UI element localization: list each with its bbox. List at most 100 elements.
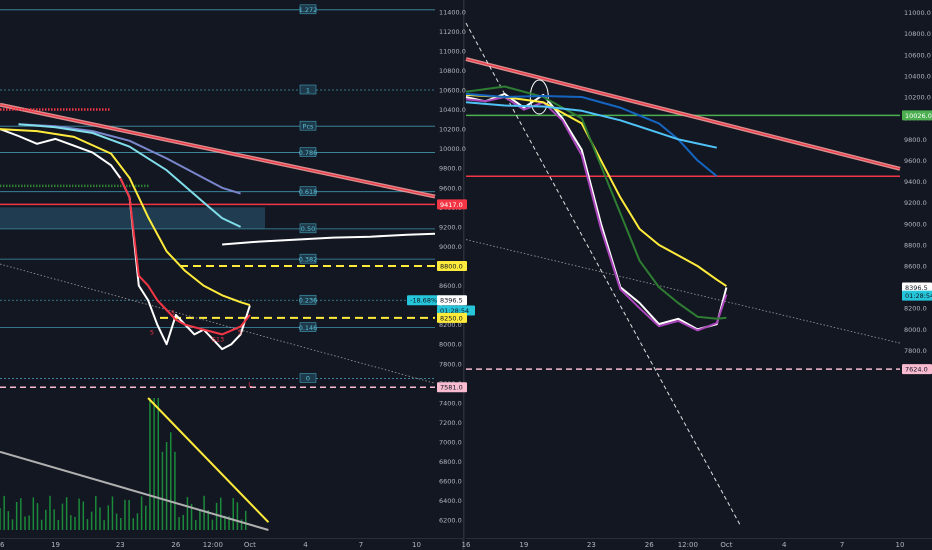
fib-level-label: 0.618 xyxy=(299,188,318,196)
volume-grey-trendline xyxy=(0,450,269,531)
panel-left-y-tick-label: 6600.0 xyxy=(439,478,462,486)
price-tag xyxy=(902,110,932,121)
panel-right-x-tick-label: 10 xyxy=(896,541,905,549)
panel-left-x-tick-label: 7 xyxy=(359,541,363,549)
fib-level-box xyxy=(299,253,317,264)
panel-left-x-tick-label: 26 xyxy=(171,541,180,549)
panel-left-x-tick-label: 23 xyxy=(116,541,125,549)
panel-right-y-tick-label: 7800.0 xyxy=(904,347,927,355)
panel-left-x-tick-label: 4 xyxy=(303,541,308,549)
panel-left-y-tick-label: 6200.0 xyxy=(439,517,462,525)
fib-level-label: 0.50 xyxy=(301,225,315,233)
price-tag xyxy=(437,261,467,271)
panel-left-y-tick-label: 7400.0 xyxy=(439,399,462,407)
panel-right-y-tick-label: 8800.0 xyxy=(904,241,927,249)
fib-level-box xyxy=(299,186,317,196)
panel-right-y-tick-label: 9200.0 xyxy=(904,199,927,207)
fib-level-box xyxy=(299,4,317,15)
fib-level-label: 0 xyxy=(306,375,310,383)
series-line xyxy=(222,232,436,246)
panel-left-y-tick-label: 9000.0 xyxy=(439,243,462,251)
panel-right-x-tick-label: 12:00 xyxy=(678,541,698,549)
volume-bars xyxy=(0,398,247,530)
price-tag-label: 8396.5 xyxy=(440,297,463,305)
panel-left-y-tick-label: 10600.0 xyxy=(439,87,466,95)
panel-right-y-tick-label: 10400.0 xyxy=(904,72,931,80)
series-line xyxy=(119,177,251,336)
panel-left-y-tick-label: 10000.0 xyxy=(439,145,466,153)
panel-left-y-tick-label: 7800.0 xyxy=(439,360,462,368)
panel-left-y-tick-label: 7000.0 xyxy=(439,439,462,447)
fib-level-label: 0.146 xyxy=(299,324,318,332)
price-tag xyxy=(437,312,467,323)
series-line xyxy=(0,128,251,307)
fib-level-box xyxy=(299,147,317,157)
panel-left-y-tick-label: 8200.0 xyxy=(439,321,462,329)
panel-right-y-tick-label: 11000.0 xyxy=(904,9,931,17)
panel-right-x-tick-label: 16 xyxy=(462,541,471,549)
panel-left-y-tick-label: 6400.0 xyxy=(439,497,462,505)
price-tag-label: 9417.0 xyxy=(440,201,463,209)
panel-right-y-tick-label: 9800.0 xyxy=(904,136,927,144)
panel-left-y-tick-label: 8600.0 xyxy=(439,282,462,290)
candle-label: 5 xyxy=(171,309,175,317)
series-line xyxy=(0,128,251,351)
panel-left-y-tick-label: 10800.0 xyxy=(439,67,466,75)
volume-trendline xyxy=(147,397,270,523)
downtrend-line-core xyxy=(465,58,901,170)
series-line xyxy=(465,93,727,287)
panel-right-x-tick-label: 7 xyxy=(840,541,844,549)
panel-left-y-tick-label: 11000.0 xyxy=(439,47,466,55)
series-line xyxy=(18,123,241,195)
fib-level-box xyxy=(299,322,317,332)
candle-label: 5 xyxy=(150,328,154,336)
panel-left-y-tick-label: 11200.0 xyxy=(439,28,466,36)
panel-left-y-tick-label: 6800.0 xyxy=(439,458,462,466)
price-tag xyxy=(902,290,932,301)
fib-level-label: 0.382 xyxy=(299,255,318,263)
fib-level-label: 1 xyxy=(306,86,310,94)
price-tag-label: 7624.0 xyxy=(905,366,928,374)
price-tag-label: 01:28:54 xyxy=(440,307,469,315)
price-tag-label: 01:28:54 xyxy=(905,292,932,300)
panel-right-y-axis-area xyxy=(902,0,932,538)
series-line xyxy=(18,123,242,228)
price-tag xyxy=(437,199,467,210)
panel-right-y-tick-label: 10600.0 xyxy=(904,51,931,59)
panel-right-x-tick-label: 23 xyxy=(587,541,596,549)
panel-left-x-tick-label: 16 xyxy=(0,541,5,549)
panel-right-y-tick-label: 10800.0 xyxy=(904,30,931,38)
fib-level-box xyxy=(299,84,317,95)
series-line xyxy=(465,96,728,332)
panel-left-y-tick-label: 10200.0 xyxy=(439,126,466,134)
panel-right-y-tick-label: 9600.0 xyxy=(904,157,927,165)
panel-left-y-tick-label: 9600.0 xyxy=(439,184,462,192)
price-tag xyxy=(437,295,467,306)
panel-right-y-tick-label: 10200.0 xyxy=(904,94,931,102)
panel-left-y-tick-label: 8000.0 xyxy=(439,341,462,349)
panel-left-x-tick-label: Oct xyxy=(244,541,256,549)
panel-right-x-tick-label: 19 xyxy=(519,541,528,549)
price-tag xyxy=(902,364,932,375)
panel-right-y-tick-label: 8600.0 xyxy=(904,263,927,271)
fib-level-box xyxy=(299,294,317,305)
candle-label: L xyxy=(248,380,252,388)
panel-right-y-tick-label: 8200.0 xyxy=(904,305,927,313)
price-tag-label: 10026.0 xyxy=(905,112,932,120)
panel-left-x-tick-label: 12:00 xyxy=(203,541,223,549)
panel-right-x-tick-label: 4 xyxy=(782,541,787,549)
fib-level-label: 0.236 xyxy=(299,297,318,305)
panel-right-x-tick-label: 26 xyxy=(645,541,654,549)
price-tag xyxy=(437,382,467,393)
panel-left-y-tick-label: 9800.0 xyxy=(439,165,462,173)
panel-right-y-tick-label: 8000.0 xyxy=(904,326,927,334)
fib-level-label: 1.272 xyxy=(299,6,318,14)
dotted-trendline xyxy=(0,263,436,384)
fib-level-label: Pcs xyxy=(303,122,314,130)
panel-left-y-tick-label: 9200.0 xyxy=(439,223,462,231)
dotted-trendline xyxy=(465,239,901,344)
candle-label: 5 xyxy=(238,328,242,336)
panel-left-y-tick-label: 10400.0 xyxy=(439,106,466,114)
